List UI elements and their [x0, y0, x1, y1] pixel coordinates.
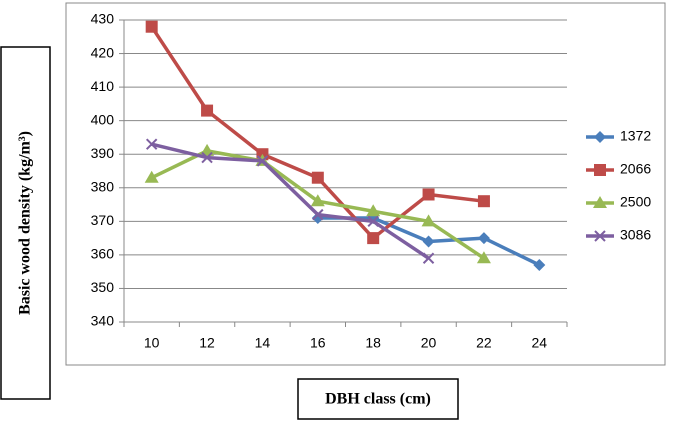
legend-marker — [594, 230, 606, 242]
x-tick-label: 20 — [421, 335, 437, 351]
data-point — [201, 104, 214, 117]
y-tick-label: 430 — [91, 11, 115, 27]
x-tick-label: 18 — [365, 335, 381, 351]
x-tick-label: 10 — [144, 335, 160, 351]
legend-label: 1372 — [620, 128, 651, 144]
y-tick-label: 350 — [91, 279, 115, 295]
legend-marker — [594, 164, 606, 176]
y-label-box — [0, 46, 51, 400]
y-tick-label: 410 — [91, 78, 115, 94]
x-axis-label: DBH class (cm) — [325, 391, 431, 408]
y-axis-label: Basic wood density (kg/m³) — [17, 131, 34, 315]
data-point — [422, 188, 435, 201]
y-tick-label: 360 — [91, 246, 115, 262]
legend-label: 2500 — [620, 194, 651, 210]
data-point — [422, 235, 435, 248]
y-tick-label: 420 — [91, 44, 115, 60]
legend-label: 3086 — [620, 227, 651, 243]
x-tick-label: 16 — [310, 335, 326, 351]
data-point — [144, 170, 159, 183]
data-point — [533, 258, 546, 271]
data-point — [310, 194, 325, 207]
series-line — [151, 142, 430, 260]
data-point — [145, 138, 158, 150]
data-point — [201, 151, 213, 164]
data-point — [311, 171, 324, 184]
data-point — [145, 20, 158, 33]
data-point — [477, 232, 490, 245]
data-point — [366, 204, 381, 217]
y-tick-label: 400 — [91, 111, 115, 127]
y-tick-label: 380 — [91, 178, 115, 194]
data-point — [476, 251, 491, 264]
data-point — [312, 208, 324, 221]
data-point — [421, 214, 436, 227]
data-point — [367, 232, 380, 245]
data-point — [477, 195, 490, 208]
x-tick-label: 14 — [255, 335, 271, 351]
x-label-box — [297, 378, 459, 420]
y-tick-label: 370 — [91, 212, 115, 228]
legend-label: 2066 — [620, 161, 651, 177]
y-tick-label: 390 — [91, 145, 115, 161]
data-point — [256, 155, 269, 167]
data-point — [422, 252, 435, 264]
y-tick-label: 340 — [91, 313, 115, 329]
x-tick-label: 12 — [199, 335, 215, 351]
legend-marker — [594, 131, 606, 143]
data-point — [367, 215, 379, 228]
legend-marker — [593, 196, 607, 208]
chart-frame — [65, 2, 666, 366]
x-tick-label: 24 — [532, 335, 548, 351]
x-tick-label: 22 — [476, 335, 492, 351]
